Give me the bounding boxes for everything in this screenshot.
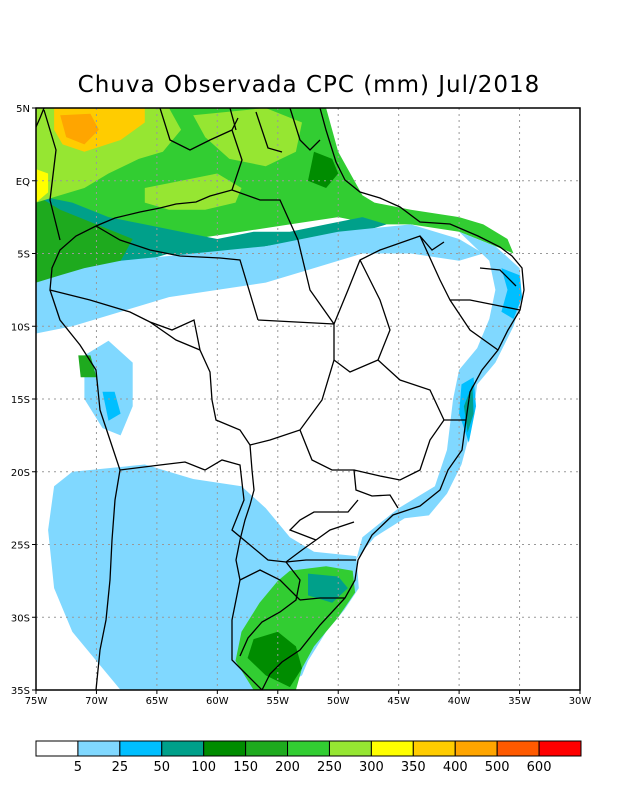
lon-tick-label: 40W: [448, 696, 471, 707]
rainfall-fields: [36, 108, 522, 690]
colorbar-swatch: [245, 740, 289, 757]
rain-region-coast-east-blue: [356, 231, 522, 559]
lat-tick-label: 5S: [17, 250, 30, 261]
country-borders: [36, 108, 525, 690]
lon-tick-label: 50W: [327, 696, 350, 707]
bolivia-paraguay-border: [119, 459, 355, 563]
colorbar-label: 300: [359, 760, 384, 775]
lat-tick-label: 20S: [11, 468, 30, 479]
longitude-axis: 75W 70W 65W 60W 55W 50W 45W 40W 35W 30W: [25, 690, 592, 707]
continent-outline: [36, 108, 525, 690]
colorbar-swatch: [538, 740, 582, 757]
colorbar-swatch: [203, 740, 247, 757]
rain-region-cerrado-green: [78, 355, 97, 378]
lon-tick-label: 70W: [85, 696, 108, 707]
brazil-state-borders: [95, 189, 521, 601]
rain-region-north-yellowgreen-guyana: [193, 108, 302, 167]
lat-tick-label: 5N: [16, 104, 30, 115]
lon-tick-label: 65W: [146, 696, 169, 707]
lon-tick-label: 75W: [25, 696, 48, 707]
lat-tick-label: 25S: [11, 541, 30, 552]
colorbar-swatch: [412, 740, 456, 757]
grid-lines: [36, 108, 580, 690]
colorbar-label: 50: [153, 760, 170, 775]
lat-tick-label: 30S: [11, 613, 30, 624]
rain-region-north-yellowgreen-roraima: [144, 173, 242, 210]
colorbar-swatch: [119, 740, 163, 757]
brazil-western-border: [49, 117, 301, 601]
lon-tick-label: 45W: [387, 696, 410, 707]
lat-tick-label: EQ: [16, 177, 30, 188]
colorbar-swatch: [287, 740, 330, 757]
lat-tick-label: 10S: [11, 322, 30, 333]
colorbar-label: 250: [317, 760, 342, 775]
argentina-uruguay-border: [231, 561, 301, 690]
rain-region-amazon-delta-green: [308, 151, 339, 188]
colorbar-label: 100: [191, 760, 216, 775]
colorbar-swatch: [328, 740, 372, 757]
lat-tick-label: 15S: [11, 395, 30, 406]
colorbar-label: 350: [401, 760, 426, 775]
colorbar: 5 25 50 100 150 200 250 300 350 400 500 600: [35, 740, 582, 775]
lon-tick-label: 30W: [569, 696, 592, 707]
colorbar-label: 400: [443, 760, 468, 775]
colorbar-swatch: [370, 740, 414, 757]
lon-tick-label: 55W: [266, 696, 289, 707]
colorbar-label: 500: [485, 760, 510, 775]
colorbar-label: 200: [275, 760, 300, 775]
rain-region-western-green-blob: [36, 195, 133, 283]
colorbar-swatch: [35, 740, 79, 757]
colorbar-swatch: [161, 740, 205, 757]
colorbar-swatch: [77, 740, 121, 757]
lon-tick-label: 35W: [508, 696, 531, 707]
colorbar-label: 600: [527, 760, 552, 775]
lat-tick-label: 35S: [11, 686, 30, 697]
rain-region-south-darkgreen: [247, 631, 302, 688]
colorbar-label: 25: [112, 760, 129, 775]
colorbar-label: 150: [233, 760, 258, 775]
rain-region-amazon-lightblue: [36, 224, 484, 334]
colorbar-label: 5: [74, 760, 82, 775]
rain-region-cerrado-lightblue-1: [84, 340, 133, 436]
rain-region-north-yellow-west: [36, 169, 49, 203]
rain-region-coast-east-mid: [501, 268, 522, 319]
rain-region-cerrado-mid: [102, 391, 121, 421]
lon-tick-label: 60W: [206, 696, 229, 707]
rain-region-north-orange: [60, 113, 99, 145]
guiana-borders: [159, 108, 321, 153]
colorbar-swatch: [496, 740, 540, 757]
colorbar-swatch: [454, 740, 498, 757]
map-title: Chuva Observada CPC (mm) Jul/2018: [77, 72, 541, 98]
latitude-axis: 5N EQ 5S 10S 15S 20S 25S 30S 35S: [11, 104, 36, 697]
